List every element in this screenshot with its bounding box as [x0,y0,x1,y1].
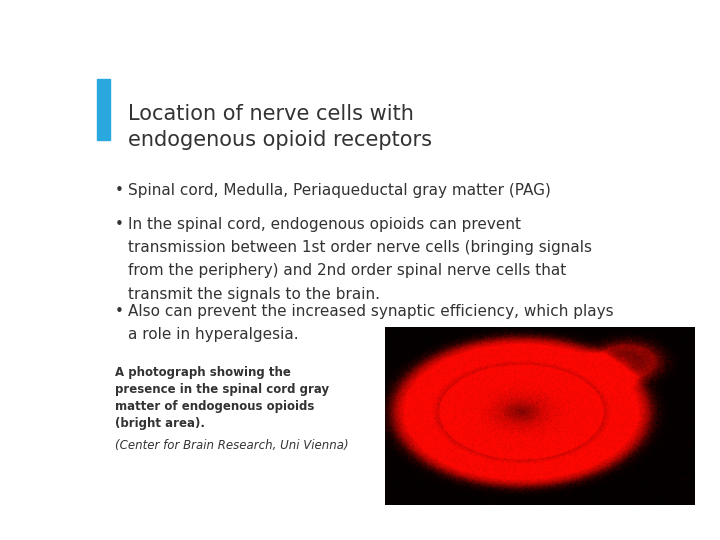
Text: •: • [115,217,124,232]
Text: (Center for Brain Research, Uni Vienna): (Center for Brain Research, Uni Vienna) [115,439,348,452]
Text: Also can prevent the increased synaptic efficiency, which plays
a role in hypera: Also can prevent the increased synaptic … [128,304,613,342]
Text: •: • [115,304,124,319]
Text: A photograph showing the
presence in the spinal cord gray
matter of endogenous o: A photograph showing the presence in the… [115,366,329,430]
Text: In the spinal cord, endogenous opioids can prevent
transmission between 1st orde: In the spinal cord, endogenous opioids c… [128,217,592,302]
Text: Location of nerve cells with
endogenous opioid receptors: Location of nerve cells with endogenous … [128,104,432,150]
Text: •: • [115,183,124,198]
Text: Spinal cord, Medulla, Periaqueductal gray matter (PAG): Spinal cord, Medulla, Periaqueductal gra… [128,183,551,198]
Bar [97,79,109,140]
